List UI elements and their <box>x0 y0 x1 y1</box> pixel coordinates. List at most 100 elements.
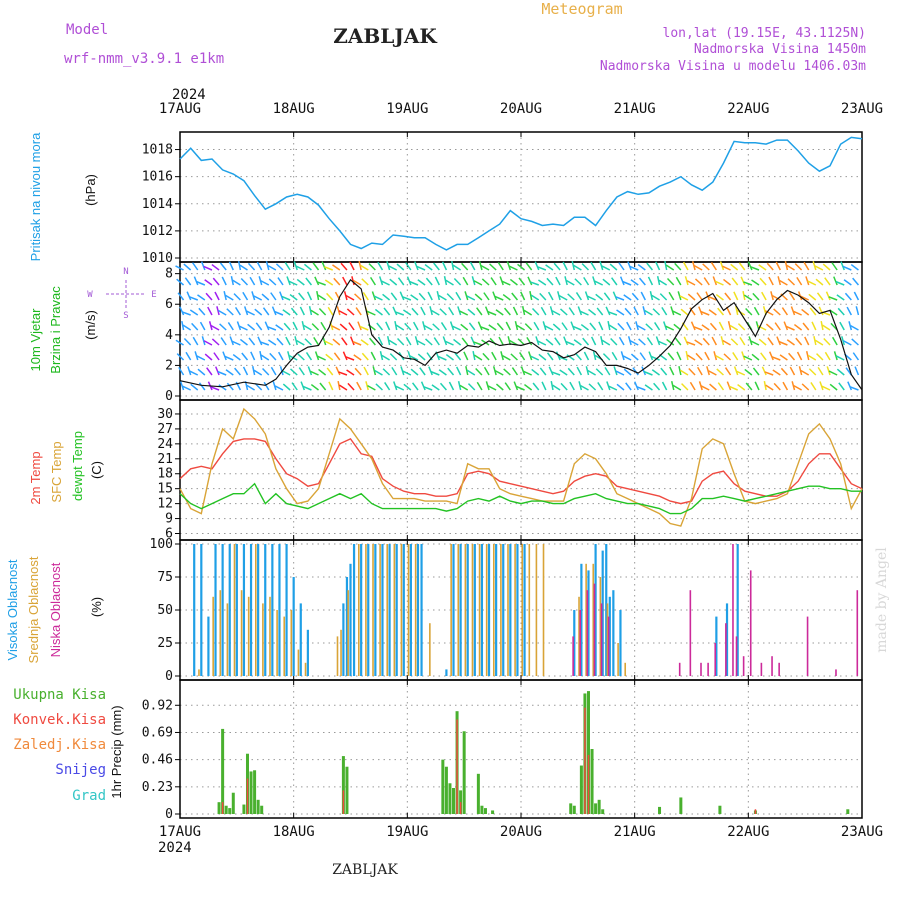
wind-arrow <box>216 306 220 316</box>
wind-arrow <box>607 321 611 331</box>
wind-arrow <box>718 321 725 331</box>
x-tick-label-bottom: 20AUG <box>500 824 542 840</box>
wind-arrow <box>551 371 561 376</box>
wind-arrow <box>399 291 405 301</box>
wind-arrow <box>524 323 533 331</box>
wind-arrow <box>659 293 668 301</box>
wind-arrow <box>251 291 256 301</box>
wind-arrow <box>829 309 838 316</box>
wind-arrow <box>176 278 185 286</box>
wind-arrow <box>738 262 746 271</box>
wind-arrow <box>743 281 753 286</box>
wind-arrow <box>229 336 234 346</box>
wind-arrow <box>243 306 249 316</box>
y-tick-label: 15 <box>157 482 173 497</box>
cloud-bar <box>407 544 410 676</box>
wind-arrow <box>796 276 803 286</box>
wind-arrow <box>662 321 668 331</box>
wind-arrow <box>336 306 341 316</box>
wind-arrow <box>672 310 682 316</box>
precip-bar <box>242 804 246 814</box>
wind-arrow <box>704 351 710 361</box>
cloud-bar <box>365 544 367 676</box>
wind-arrow <box>349 336 355 346</box>
wind-arrow <box>521 306 526 316</box>
wind-arrow <box>313 336 320 346</box>
wind-arrow <box>791 381 796 391</box>
y-tick-label: 1010 <box>142 251 173 266</box>
wind-arrow <box>686 341 696 346</box>
cloud-bar <box>429 623 431 676</box>
wind-arrow <box>737 323 746 331</box>
wind-arrow <box>414 261 419 271</box>
cloud-bar <box>212 596 214 676</box>
x-tick-label-top: 21AUG <box>614 101 656 117</box>
wind-arrow <box>303 263 312 271</box>
wind-arrow <box>773 382 781 391</box>
wind-arrow <box>654 322 661 331</box>
wind-arrow <box>262 307 270 316</box>
wind-arrow <box>678 366 682 376</box>
wind-arrow <box>730 263 739 271</box>
precip-bar <box>253 770 257 814</box>
wind-arrow <box>414 336 419 346</box>
wind-arrow <box>457 306 462 316</box>
wind-arrow <box>239 325 248 331</box>
wind-arrow <box>351 276 355 286</box>
precip-bar <box>217 802 221 814</box>
wind-arrow <box>612 291 618 301</box>
wind-arrow <box>319 382 327 391</box>
wind-arrow <box>843 340 852 346</box>
wind-arrow <box>644 309 653 316</box>
cloud-bar <box>473 544 476 676</box>
wind-arrow <box>530 355 540 361</box>
wind-arrow <box>637 324 646 331</box>
wind-arrow <box>503 368 511 376</box>
wind-arrow <box>853 291 860 301</box>
wind-arrow <box>328 381 334 391</box>
y-tick-label: 100 <box>150 537 173 552</box>
wind-arrow <box>499 276 504 286</box>
wind-arrow <box>210 386 220 391</box>
cloud-bar <box>374 544 377 676</box>
wind-arrow <box>587 295 596 301</box>
wind-arrow <box>361 352 369 361</box>
wind-arrow <box>603 292 611 301</box>
precip-bar <box>231 792 235 814</box>
wind-arrow <box>561 322 568 331</box>
wind-arrow <box>366 310 376 316</box>
wind-arrow <box>803 261 810 271</box>
cloud-bar <box>226 603 229 676</box>
wind-arrow <box>236 321 242 331</box>
wind-arrow <box>724 292 732 301</box>
wind-arrow <box>182 324 192 331</box>
wind-arrow <box>253 369 263 376</box>
wind-arrow <box>562 261 568 271</box>
wind-arrow <box>198 382 206 391</box>
wind-arrow <box>627 336 632 346</box>
wind-arrow <box>303 324 312 331</box>
wind-arrow <box>724 367 732 376</box>
wind-arrow <box>815 278 824 286</box>
precip-bar <box>679 797 683 814</box>
wind-arrow <box>520 291 526 301</box>
wind-arrow <box>532 382 540 391</box>
temp-line-dewpt-temp <box>179 482 862 515</box>
wind-arrow <box>223 291 227 301</box>
wind-arrow <box>314 351 320 361</box>
wind-arrow <box>211 263 220 271</box>
wind-arrow <box>698 306 703 316</box>
wind-arrow <box>855 306 860 316</box>
x-tick-label-top: 17AUG <box>159 101 201 117</box>
cloud-bar <box>689 590 692 676</box>
cloud-bar <box>771 656 773 676</box>
y-tick-label: 50 <box>157 603 173 618</box>
wind-arrow <box>189 370 199 376</box>
wind-arrow <box>702 337 710 346</box>
wind-arrow <box>466 369 476 376</box>
wind-arrow <box>719 261 725 271</box>
wind-arrow <box>432 323 440 331</box>
wind-arrow <box>419 367 426 376</box>
wind-arrow <box>851 338 859 346</box>
wind-arrow <box>574 278 582 286</box>
